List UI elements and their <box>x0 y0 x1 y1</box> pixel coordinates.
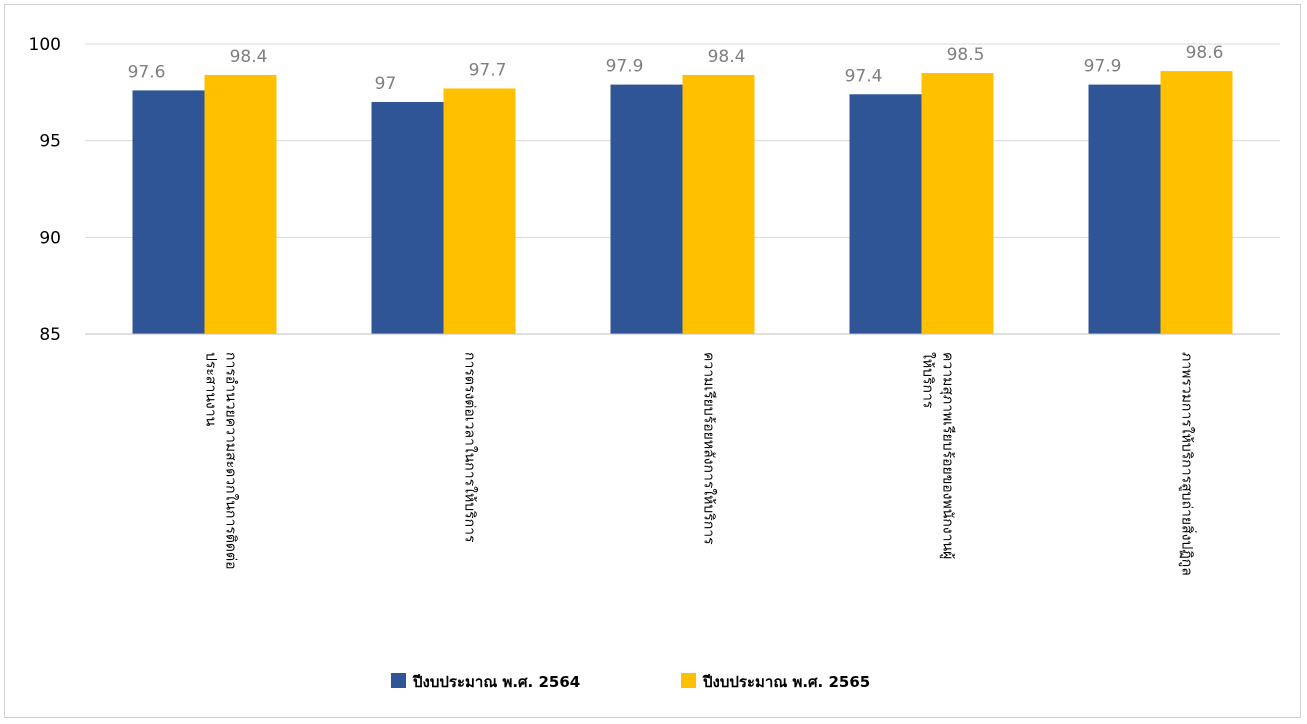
data-label: 97.4 <box>845 66 883 86</box>
y-tick-label: 100 <box>29 35 61 55</box>
data-label: 97.9 <box>606 57 644 77</box>
legend-swatch <box>681 673 696 688</box>
data-label: 97.7 <box>469 60 507 80</box>
bar <box>204 74 277 334</box>
category-label: ความสุภาพเรียบร้อยของพนักงานผู้ให้บริการ <box>920 352 956 559</box>
bar-chart: 85 90 95 100 97.6 98.4 97 97.7 97.9 98.4 97.4 98.5… <box>29 35 1280 691</box>
data-label: 97.9 <box>1084 57 1122 77</box>
bar <box>849 94 922 335</box>
legend-swatch <box>391 673 406 688</box>
category-label: ความเรียบร้อยหลังการให้บริการ <box>701 352 718 545</box>
y-tick-label: 95 <box>39 132 61 152</box>
bar <box>682 74 755 334</box>
chart-frame: 85 90 95 100 97.6 98.4 97 97.7 97.9 98.4 97.4 98.5… <box>4 4 1301 718</box>
bar <box>610 84 683 334</box>
data-label: 97 <box>375 74 397 94</box>
category-label-line: ความสุภาพเรียบร้อยของพนักงานผู้ <box>940 352 956 559</box>
data-label: 98.6 <box>1186 43 1224 63</box>
category-label-line: ให้บริการ <box>920 352 937 409</box>
legend: ปีงบประมาณ พ.ศ. 2564 ปีงบประมาณ พ.ศ. 2565 <box>391 673 870 691</box>
bar <box>1088 84 1161 334</box>
y-tick-label: 90 <box>39 228 61 248</box>
bar <box>132 90 205 335</box>
data-label: 98.4 <box>708 47 746 67</box>
bar <box>371 102 444 334</box>
category-label: ภาพรวมการให้บริการสูบถ่ายสิ่งปฏิกูล <box>1179 352 1197 576</box>
bar <box>1160 71 1233 335</box>
legend-label: ปีงบประมาณ พ.ศ. 2565 <box>702 673 870 691</box>
category-label-line: การตรงต่อเวลาในการให้บริการ <box>462 352 479 543</box>
category-label-line: ภาพรวมการให้บริการสูบถ่ายสิ่งปฏิกูล <box>1179 352 1197 576</box>
legend-label: ปีงบประมาณ พ.ศ. 2564 <box>412 673 580 691</box>
bars <box>132 71 1233 335</box>
bar <box>443 88 516 334</box>
data-label: 97.6 <box>128 62 166 82</box>
y-tick-label: 85 <box>39 325 61 345</box>
data-label: 98.5 <box>947 45 985 65</box>
bar <box>921 73 994 334</box>
data-label: 98.4 <box>230 47 268 67</box>
category-label-line: ประสานงาน <box>203 352 219 427</box>
category-label-line: การอำนวยความสะดวกในการติดต่อ <box>223 352 240 570</box>
data-labels: 97.6 98.4 97 97.7 97.9 98.4 97.4 98.5 97.9 98.6 <box>128 43 1224 94</box>
category-label: การตรงต่อเวลาในการให้บริการ <box>462 352 479 543</box>
category-label-line: ความเรียบร้อยหลังการให้บริการ <box>701 352 718 545</box>
y-axis-ticks: 85 90 95 100 <box>29 35 61 345</box>
